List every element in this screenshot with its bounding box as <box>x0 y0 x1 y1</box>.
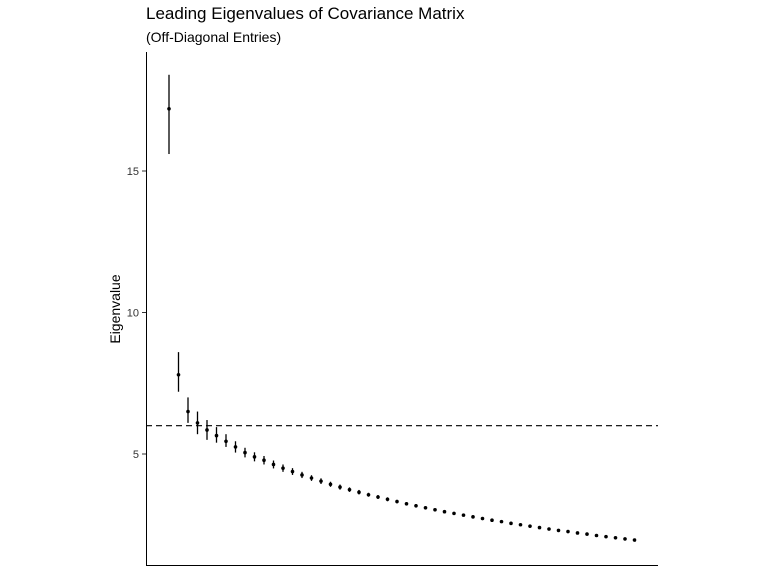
data-point <box>604 534 608 539</box>
data-point <box>442 509 447 514</box>
data-point <box>395 499 399 504</box>
data-point <box>243 450 247 455</box>
data-point <box>433 507 437 512</box>
data-point <box>623 537 627 541</box>
data-point <box>461 513 466 517</box>
data-point <box>376 495 380 499</box>
data-point <box>205 428 209 432</box>
data-point <box>347 487 352 492</box>
data-point <box>414 503 418 508</box>
data-point <box>167 106 171 111</box>
data-point <box>471 515 475 519</box>
data-point <box>575 531 580 535</box>
data-point <box>357 490 361 495</box>
y-tick-label: 10 <box>127 308 139 320</box>
data-point <box>480 516 485 521</box>
data-point <box>366 492 371 497</box>
data-point <box>233 445 238 449</box>
data-point <box>404 502 409 506</box>
data-point <box>452 511 456 516</box>
data-point <box>537 525 542 530</box>
data-point <box>547 527 551 531</box>
data-point <box>271 462 276 467</box>
data-point <box>499 519 504 524</box>
y-tick-label: 5 <box>133 449 139 461</box>
data-point <box>528 524 532 528</box>
data-point <box>556 528 561 533</box>
data-point <box>566 529 570 534</box>
data-point <box>290 469 295 474</box>
data-point <box>385 497 390 502</box>
data-point <box>632 538 637 542</box>
data-point <box>328 482 333 487</box>
data-point <box>281 466 285 470</box>
y-tick-label: 15 <box>127 166 139 178</box>
data-point <box>214 433 219 438</box>
data-point <box>509 521 513 526</box>
data-point <box>309 476 314 480</box>
data-point <box>262 458 266 463</box>
data-point <box>319 479 323 483</box>
data-point <box>423 505 428 510</box>
data-point <box>585 532 589 536</box>
data-point <box>186 409 190 414</box>
data-point <box>338 485 342 489</box>
data-point <box>594 533 599 538</box>
data-point <box>300 473 304 477</box>
data-point <box>224 439 228 444</box>
data-point <box>490 518 494 523</box>
chart-title: Leading Eigenvalues of Covariance Matrix <box>146 4 465 23</box>
data-point <box>518 522 523 527</box>
chart-subtitle: (Off-Diagonal Entries) <box>146 29 282 45</box>
y-axis-title: Eigenvalue <box>107 274 123 343</box>
data-point <box>195 421 200 425</box>
data-point <box>252 455 257 459</box>
data-point <box>613 535 618 540</box>
data-point <box>176 372 181 377</box>
